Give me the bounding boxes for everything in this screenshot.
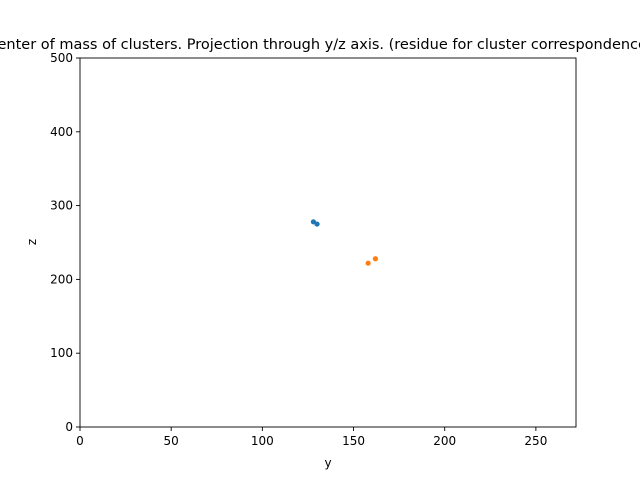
x-tick-label-1: 50 xyxy=(164,434,179,448)
y-tick-label-0: 0 xyxy=(65,420,73,434)
series-0-point-1 xyxy=(314,221,320,227)
y-tick-label-1: 100 xyxy=(50,346,73,360)
chart-title: Center of mass of clusters. Projection t… xyxy=(0,37,640,53)
series-1-point-0 xyxy=(365,260,371,266)
x-tick-label-3: 150 xyxy=(342,434,365,448)
plot-frame xyxy=(79,57,577,428)
y-tick-label-5: 500 xyxy=(50,51,73,65)
series-1-point-1 xyxy=(372,256,379,262)
plot-area: 0 50 100 150 200 250 0 100 200 300 400 500 xyxy=(50,51,577,448)
x-tick-label-0: 0 xyxy=(76,434,84,448)
x-tick-label-2: 100 xyxy=(251,434,274,448)
y-tick-label-4: 400 xyxy=(50,125,73,139)
x-axis-label: y xyxy=(324,456,331,470)
y-tick-label-3: 300 xyxy=(50,199,73,213)
y-axis-label: z xyxy=(25,239,39,245)
x-tick-label-5: 250 xyxy=(524,434,547,448)
y-tick-label-2: 200 xyxy=(50,272,73,286)
x-tick-label-4: 200 xyxy=(433,434,456,448)
